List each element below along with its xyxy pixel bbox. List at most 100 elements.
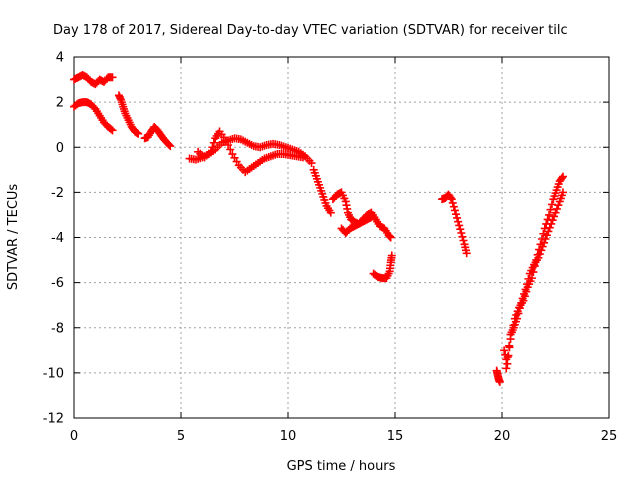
data-point [456, 225, 465, 234]
data-point [558, 172, 567, 181]
data-point [517, 298, 526, 307]
data-point [446, 193, 455, 202]
data-point [453, 213, 462, 222]
data-point [541, 235, 550, 244]
data-markers [70, 71, 567, 386]
data-point [451, 210, 460, 219]
axis-ticks [73, 56, 610, 419]
data-point [209, 138, 218, 147]
series-segment-12h [328, 188, 395, 242]
data-point [500, 346, 509, 355]
data-point [535, 250, 544, 259]
data-point [455, 221, 464, 230]
series-rising-arc-b [502, 188, 567, 373]
data-point [326, 208, 335, 217]
data-point [166, 142, 175, 151]
data-point [534, 253, 543, 262]
data-point [537, 246, 546, 255]
series-segment-14h [369, 251, 396, 283]
series-lower-arc-early [70, 98, 117, 135]
y-tick-label: -2 [51, 186, 64, 201]
data-point [221, 136, 230, 145]
data-point [503, 353, 512, 362]
y-tick-label: -12 [43, 412, 64, 427]
x-tick-label: 5 [177, 429, 185, 444]
data-point [514, 309, 523, 318]
data-point [208, 143, 217, 152]
data-point [522, 280, 531, 289]
data-point [540, 238, 549, 247]
data-point [551, 208, 560, 217]
data-point [367, 213, 376, 222]
series-arc-a [185, 134, 316, 168]
series-segment-3h [140, 122, 175, 151]
x-tick-label: 15 [387, 429, 404, 444]
data-point [521, 285, 530, 294]
data-point [458, 232, 467, 241]
data-point [447, 195, 456, 204]
x-tick-labels: 0 5 10 15 20 25 [70, 429, 617, 444]
data-point [502, 364, 511, 373]
data-point [505, 341, 514, 350]
data-point [107, 125, 116, 134]
data-point [512, 314, 521, 323]
data-point [307, 159, 316, 168]
y-tick-label: 2 [56, 96, 64, 111]
series-segment-11h [309, 165, 335, 217]
data-point [108, 73, 117, 82]
y-tick-label: -6 [51, 276, 64, 291]
data-point [387, 251, 396, 260]
data-point [550, 212, 559, 221]
y-tick-label: 0 [56, 141, 64, 156]
y-axis-label: SDTVAR / TECUs [6, 184, 21, 291]
data-point [450, 206, 459, 215]
data-point [134, 129, 143, 138]
data-point [515, 304, 524, 313]
data-point [539, 229, 548, 238]
grid [74, 57, 609, 418]
data-point [545, 223, 554, 232]
x-axis-label: GPS time / hours [287, 459, 396, 474]
data-point [108, 126, 117, 135]
data-point [206, 147, 215, 156]
data-point [545, 210, 554, 219]
series-segment-17h [438, 190, 471, 258]
series-arc-b [194, 127, 307, 177]
y-tick-label: -10 [43, 366, 64, 381]
data-point [538, 242, 547, 251]
data-point [558, 188, 567, 197]
x-tick-label: 0 [70, 429, 78, 444]
x-tick-label: 20 [494, 429, 511, 444]
y-tick-label: 4 [56, 51, 64, 66]
data-point [462, 249, 471, 258]
data-point [165, 140, 174, 149]
data-point [449, 202, 458, 211]
y-tick-label: -8 [51, 321, 64, 336]
data-point [544, 227, 553, 236]
data-point [226, 145, 235, 154]
data-point [548, 216, 557, 225]
data-point [495, 377, 504, 386]
data-point [298, 153, 307, 162]
y-tick-labels: 4 2 0 -2 -4 -6 -8 -10 -12 [43, 51, 64, 427]
series-segment-12h-low [337, 213, 376, 237]
x-tick-label: 25 [601, 429, 618, 444]
data-point [542, 231, 551, 240]
data-point [524, 274, 533, 283]
data-point [457, 228, 466, 237]
data-point [448, 198, 457, 207]
data-point [552, 204, 561, 213]
data-point [454, 217, 463, 226]
data-point [459, 236, 468, 245]
data-point [547, 219, 556, 228]
data-point [518, 294, 527, 303]
x-tick-label: 10 [280, 429, 297, 444]
data-point [557, 174, 566, 183]
data-point [503, 359, 512, 368]
series-upper-arc-early [70, 71, 117, 89]
y-tick-label: -4 [51, 231, 64, 246]
series-segment-19.8h [492, 366, 504, 386]
data-point [224, 140, 233, 149]
chart-title: Day 178 of 2017, Sidereal Day-to-day VTE… [53, 23, 568, 38]
